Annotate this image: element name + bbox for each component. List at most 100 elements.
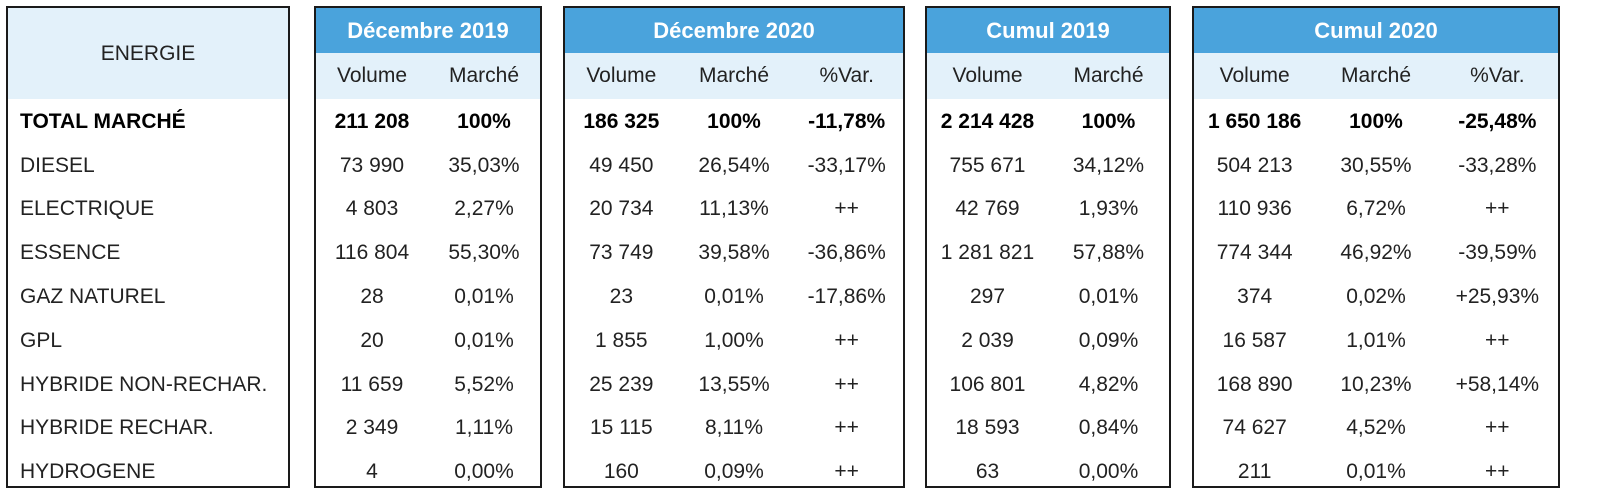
energy-row: ESSENCE xyxy=(20,241,121,265)
cell-marche: 10,23% xyxy=(1340,372,1412,396)
dec2020-rows: 186 325 100% -11,78% 49 450 26,54% -33,17% 2… xyxy=(565,99,903,494)
table-row: 504 213 30,55% -33,28% xyxy=(1194,144,1558,188)
cell-volume: 374 xyxy=(1237,285,1273,309)
cell-volume: 116 804 xyxy=(334,241,410,265)
table-row: 2 214 428 100% xyxy=(927,100,1169,144)
energy-row-total: TOTAL MARCHÉ xyxy=(20,109,186,133)
cell-marche: 55,30% xyxy=(448,241,520,265)
table-row: 49 450 26,54% -33,17% xyxy=(565,144,903,188)
cell-marche: 1,00% xyxy=(704,328,764,352)
cell-marche: 0,00% xyxy=(1078,460,1139,484)
energy-row: HYBRIDE RECHAR. xyxy=(20,416,214,440)
cell-marche: 4,52% xyxy=(1346,416,1406,440)
cell-marche: 0,01% xyxy=(454,285,514,309)
cell-volume: 4 xyxy=(366,460,378,484)
cell-marche: 0,09% xyxy=(704,460,764,484)
table-row: 110 936 6,72% ++ xyxy=(1194,188,1558,232)
cell-volume: 168 890 xyxy=(1216,372,1293,396)
table-row: 16 587 1,01% ++ xyxy=(1194,319,1558,363)
cell-var: ++ xyxy=(1485,460,1510,484)
energy-row: HYDROGENE xyxy=(20,460,156,484)
table-row: 23 0,01% -17,86% xyxy=(565,275,903,319)
energy-row: DIESEL xyxy=(20,153,95,177)
cell-marche: 11,13% xyxy=(699,197,769,221)
cell-var: -25,48% xyxy=(1458,109,1537,133)
cell-volume: 110 936 xyxy=(1217,197,1292,221)
energy-row: HYBRIDE NON-RECHAR. xyxy=(20,372,268,396)
cell-volume: 20 xyxy=(360,328,384,352)
cell-var: -11,78% xyxy=(808,109,886,133)
cell-var: -36,86% xyxy=(807,241,886,265)
cell-marche: 13,55% xyxy=(698,372,770,396)
cell-var: ++ xyxy=(834,372,859,396)
cell-marche: 35,03% xyxy=(448,153,520,177)
cell-volume: 63 xyxy=(975,460,1000,484)
cell-volume: 1 281 821 xyxy=(940,241,1035,265)
energy-row: ELECTRIQUE xyxy=(20,197,155,221)
cell-marche: 0,01% xyxy=(1078,285,1139,309)
cell-marche: 0,01% xyxy=(454,328,514,352)
table-row: 297 0,01% xyxy=(927,275,1169,319)
cell-volume: 106 801 xyxy=(949,372,1026,396)
cell-marche: 6,72% xyxy=(1346,197,1406,221)
energy-row: GPL xyxy=(20,328,63,352)
table-row: 755 671 34,12% xyxy=(927,144,1169,188)
table-row: 168 890 10,23% +58,14% xyxy=(1194,363,1558,407)
table-row: 63 0,00% xyxy=(927,450,1169,494)
cell-marche: 100% xyxy=(1349,109,1403,133)
cell-marche: 0,84% xyxy=(1078,416,1139,440)
cell-volume: 16 587 xyxy=(1222,328,1287,352)
cell-volume: 42 769 xyxy=(955,197,1020,221)
table-row: 11 659 5,52% xyxy=(316,363,540,407)
cell-volume: 297 xyxy=(969,285,1006,309)
cell-volume: 74 627 xyxy=(1222,416,1287,440)
table-row: 1 855 1,00% ++ xyxy=(565,319,903,363)
cell-volume: 4 803 xyxy=(345,197,399,221)
cell-volume: 1 855 xyxy=(595,328,648,352)
table-row: 20 0,01% xyxy=(316,319,540,363)
cumul2019-panel: Cumul 2019 Volume Marché 2 214 428 100% 7… xyxy=(925,6,1171,488)
cell-var: ++ xyxy=(1485,416,1510,440)
cell-volume: 73 990 xyxy=(339,153,405,177)
cell-marche: 8,11% xyxy=(705,416,763,440)
col-marche: Marché xyxy=(1340,64,1411,87)
table-row: 74 627 4,52% ++ xyxy=(1194,407,1558,451)
cell-var: ++ xyxy=(1485,197,1510,221)
cell-marche: 0,02% xyxy=(1346,285,1406,309)
cell-volume: 28 xyxy=(360,285,384,309)
col-marche: Marché xyxy=(698,64,770,87)
cell-marche: 0,01% xyxy=(704,285,764,309)
cell-marche: 34,12% xyxy=(1072,153,1145,177)
col-volume: Volume xyxy=(1219,64,1290,87)
cell-var: -33,17% xyxy=(807,153,886,177)
dec2020-title: Décembre 2020 xyxy=(565,8,903,53)
cell-var: ++ xyxy=(834,460,859,484)
cell-marche: 100% xyxy=(1081,109,1136,133)
cell-var: ++ xyxy=(834,197,859,221)
table-row: 374 0,02% +25,93% xyxy=(1194,275,1558,319)
dec2019-subheader: Volume Marché xyxy=(316,53,540,99)
cell-var: -17,86% xyxy=(807,285,886,309)
table-row: 1 281 821 57,88% xyxy=(927,231,1169,275)
cumul2020-subheader: Volume Marché %Var. xyxy=(1194,53,1558,99)
cell-marche: 100% xyxy=(707,109,761,133)
col-marche: Marché xyxy=(448,64,520,87)
cell-marche: 57,88% xyxy=(1072,241,1145,265)
table-row: 211 208 100% xyxy=(316,100,540,144)
table-row: 73 990 35,03% xyxy=(316,144,540,188)
col-marche: Marché xyxy=(1073,64,1144,87)
cumul2019-title: Cumul 2019 xyxy=(927,8,1169,53)
col-var: %Var. xyxy=(1470,64,1525,87)
cell-volume: 25 239 xyxy=(589,372,654,396)
cell-marche: 5,52% xyxy=(454,372,514,396)
cell-marche: 1,93% xyxy=(1078,197,1139,221)
table-row: 28 0,01% xyxy=(316,275,540,319)
table-row: 774 344 46,92% -39,59% xyxy=(1194,231,1558,275)
cell-volume: 211 208 xyxy=(334,109,410,133)
cell-marche: 46,92% xyxy=(1340,241,1412,265)
cell-volume: 73 749 xyxy=(589,241,654,265)
cell-marche: 30,55% xyxy=(1340,153,1412,177)
table-row: 160 0,09% ++ xyxy=(565,450,903,494)
table-row: 4 803 2,27% xyxy=(316,188,540,232)
cell-volume: 186 325 xyxy=(583,109,660,133)
